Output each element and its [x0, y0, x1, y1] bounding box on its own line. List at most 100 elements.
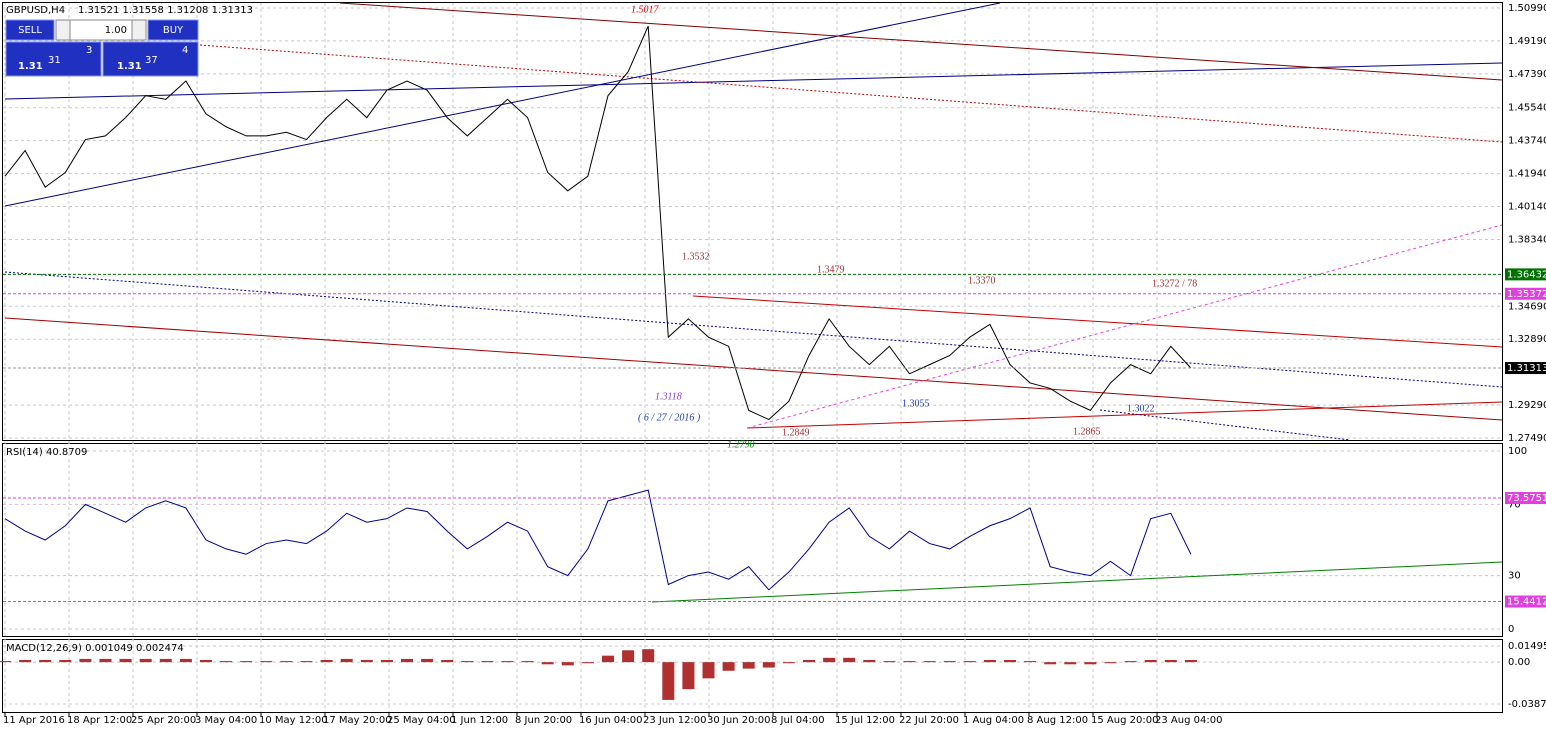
y-tick-label: 1.50990 [1508, 3, 1546, 14]
x-tick-label: 10 May 12:00 [259, 715, 328, 726]
macd-bar [1164, 659, 1177, 663]
annotation: ( 6 / 27 / 2016 ) [638, 412, 701, 423]
x-tick-label: 1 Jun 12:00 [451, 715, 508, 726]
macd-bar [642, 649, 655, 663]
macd-bar [200, 659, 212, 663]
macd-bar [1084, 662, 1097, 665]
sell-button[interactable] [5, 19, 55, 41]
quote: 1.31521 1.31558 1.31208 1.31313 [78, 5, 253, 16]
macd-bar [441, 659, 454, 663]
y-tick-label: 70 [1508, 499, 1521, 510]
annotation: 1.2849 [782, 427, 810, 438]
y-tick-label: 1.29290 [1508, 400, 1546, 411]
trend-line [746, 401, 1503, 429]
y-tick-label: 1.47390 [1508, 69, 1546, 80]
annotation: 1.2865 [1073, 426, 1101, 437]
bid-box[interactable] [5, 41, 102, 77]
trend-line [1099, 409, 1351, 441]
macd-bar [521, 661, 534, 663]
rsi-frame [2, 443, 1503, 637]
macd-bar [461, 661, 474, 663]
macd-bar [179, 658, 192, 663]
trend-line [199, 44, 1503, 143]
x-tick-label: 1 Aug 04:00 [963, 715, 1024, 726]
x-tick-label: 15 Jul 12:00 [835, 715, 895, 726]
macd-bar [602, 655, 614, 663]
lot-down[interactable] [55, 19, 71, 41]
symbol: GBPUSD,H4 [6, 5, 65, 16]
macd-bar [1184, 659, 1197, 663]
y-tick-label: 30 [1508, 571, 1521, 582]
y-tick-label: 0.00 [1508, 657, 1530, 668]
y-tick-label: 1.43740 [1508, 136, 1546, 147]
level-label: 1.35372 [1507, 289, 1546, 300]
ask-main: 37 [145, 55, 158, 66]
price-line [4, 25, 1192, 421]
ask-box[interactable] [102, 41, 199, 77]
macd-bar [119, 658, 132, 663]
macd-bar [79, 658, 92, 663]
annotation: 1.3479 [817, 264, 845, 275]
bid-small: 3 [86, 45, 92, 56]
macd-bar [39, 659, 52, 663]
macd-bar [823, 657, 836, 663]
level-label: 15.4412 [1507, 597, 1546, 608]
ask-small: 4 [182, 45, 188, 56]
annotations: 1.5017 1.3532 1.3479 1.3370 1.3272 / 78 … [631, 4, 1197, 450]
lot-up[interactable] [131, 19, 147, 41]
macd-bar [1044, 662, 1057, 665]
macd-bar [742, 662, 755, 669]
bid-big: 1.31 [18, 61, 43, 72]
macd-bar [280, 661, 293, 663]
macd-bar [300, 661, 313, 663]
macd-bar [863, 659, 876, 663]
ask-big: 1.31 [117, 61, 142, 72]
macd-bar [782, 662, 795, 664]
macd-bar [722, 662, 735, 671]
macd-bar [421, 658, 434, 663]
macd-bar [581, 662, 594, 664]
macd-bar [0, 661, 11, 663]
macd-bar [139, 658, 152, 663]
level-box [1505, 268, 1546, 281]
macd-bar [1124, 661, 1137, 663]
level-box [1505, 595, 1546, 608]
level-label: 1.31313 [1507, 363, 1546, 374]
trend-lines [4, 2, 1503, 603]
main-frame [2, 2, 1503, 441]
macd-bar [923, 661, 936, 663]
macd-bar [803, 659, 815, 663]
channel-line [4, 62, 1503, 100]
macd-bar [883, 661, 896, 663]
trend-line [746, 224, 1503, 429]
macd-bar [1004, 659, 1016, 663]
macd-bar [260, 661, 273, 663]
y-tick-label: 1.27490 [1508, 433, 1546, 444]
macd-bar [622, 650, 635, 663]
macd-bar [320, 659, 333, 663]
macd-bar [1064, 662, 1077, 665]
y-tick-label: 1.49190 [1508, 36, 1546, 47]
macd-bar [19, 659, 32, 663]
buy-button[interactable] [147, 19, 199, 41]
trade-panel: SELL 1.00 BUY 1.31 31 3 1.31 37 4 [5, 19, 199, 77]
level-label: 73.5751 [1507, 493, 1546, 504]
macd-bar [401, 658, 413, 663]
buy-label: BUY [163, 25, 184, 36]
macd-bar [662, 662, 675, 700]
macd-bar [903, 661, 916, 663]
annotation: 1.3370 [968, 275, 996, 286]
y-tick-label: 1.34690 [1508, 301, 1546, 312]
macd-bar [963, 661, 976, 663]
macd-bar [1104, 662, 1117, 664]
macd-bar [220, 661, 233, 663]
y-tick-label: 1.45540 [1508, 103, 1546, 114]
trend-line [692, 295, 1503, 348]
trend-line [4, 317, 1503, 421]
x-tick-label: 25 Apr 20:00 [131, 715, 196, 726]
x-tick-label: 23 Aug 04:00 [1155, 715, 1222, 726]
annotation: 1.3022 [1127, 403, 1155, 414]
y-tick-label: 1.32890 [1508, 334, 1546, 345]
macd-bar [59, 659, 72, 663]
x-tick-label: 8 Jun 20:00 [515, 715, 572, 726]
